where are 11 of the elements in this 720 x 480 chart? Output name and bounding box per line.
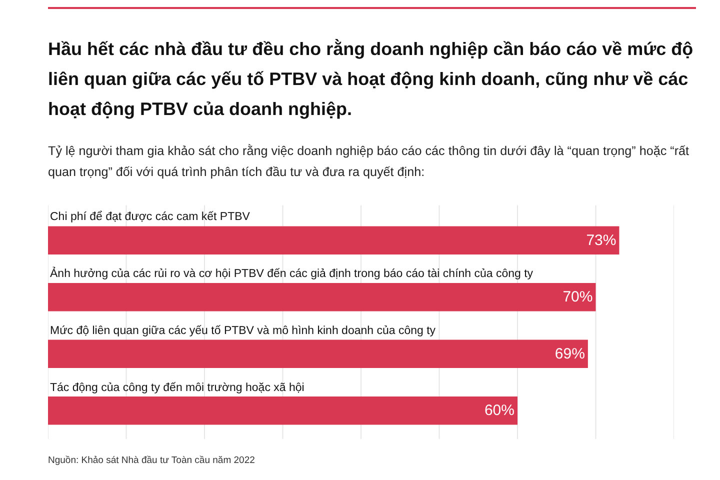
y-tick-label: Ảnh hưởng của các rủi ro và cơ hội PTBV đến các giả định trong báo cáo tài chính của công ty bbox=[50, 266, 534, 280]
data-label: 73% bbox=[586, 232, 616, 249]
y-tick-label: Mức độ liên quan giữa các yếu tố PTBV và mô hình kinh doanh của công ty bbox=[50, 325, 436, 337]
data-label: 70% bbox=[562, 288, 593, 306]
chart-title: Hầu hết các nhà đầu tư đều cho rằng doanh nghiệp cần báo cáo về mức độ liên quan giữa các yếu tố PTBV và hoạt động kinh doanh, cũng như về các hoạt động PTBV của doanh nghiệp. bbox=[48, 38, 694, 121]
data-label: 69% bbox=[554, 345, 585, 362]
text: Nguồn: Khảo sát Nhà đầu tư Toàn cầu năm 2022 bbox=[48, 455, 255, 466]
y-tick-label: Tác động của công ty đến môi trường hoặc xã hội bbox=[50, 382, 304, 394]
data-label: 60% bbox=[484, 402, 514, 420]
y-tick-label: Chi phí để đạt được các cam kết PTBV bbox=[50, 210, 250, 223]
chart-subtitle: Tỷ lệ người tham gia khảo sát cho rằng việc doanh nghiệp báo cáo các thông tin dưới đây là “quan trọng” hoặc “rất quan trọng” đối với quá trình phân tích đầu tư và đưa ra quyết định: bbox=[48, 143, 690, 181]
